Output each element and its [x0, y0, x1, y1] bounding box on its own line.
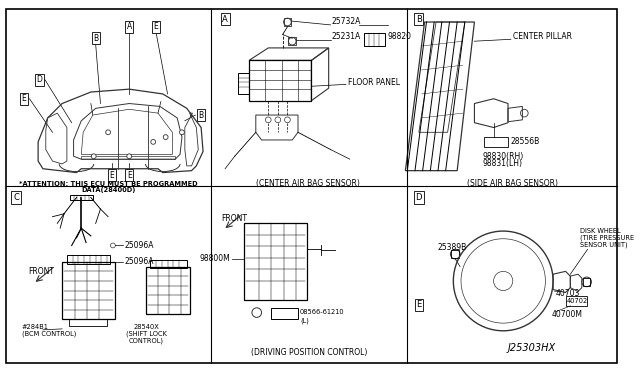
Circle shape: [111, 243, 115, 248]
Bar: [244, 224, 307, 300]
Text: (TIRE PRESSURE: (TIRE PRESSURE: [580, 234, 634, 241]
Text: 40702: 40702: [566, 298, 588, 304]
Text: CENTER PILLAR: CENTER PILLAR: [513, 32, 572, 41]
Text: 28540X: 28540X: [134, 324, 159, 330]
Text: (CENTER AIR BAG SENSOR): (CENTER AIR BAG SENSOR): [255, 179, 360, 188]
Bar: [237, 73, 249, 94]
Text: DATA(28400D): DATA(28400D): [81, 187, 135, 193]
Text: (SIDE AIR BAG SENSOR): (SIDE AIR BAG SENSOR): [467, 179, 558, 188]
Text: 98800M: 98800M: [199, 254, 230, 263]
Text: (SHIFT LOCK: (SHIFT LOCK: [126, 330, 167, 337]
Bar: [67, 255, 110, 264]
Text: 40700M: 40700M: [551, 310, 582, 319]
Circle shape: [106, 130, 111, 135]
Text: 25096A: 25096A: [124, 257, 154, 266]
Bar: [271, 308, 298, 319]
Text: DISK WHEEL: DISK WHEEL: [580, 228, 621, 234]
Text: 25389B: 25389B: [438, 243, 467, 252]
Text: (L): (L): [300, 317, 308, 324]
Bar: [62, 262, 115, 319]
Text: SENSOR UNIT): SENSOR UNIT): [580, 241, 628, 248]
Text: E: E: [127, 171, 132, 180]
Text: (DRIVING POSITION CONTROL): (DRIVING POSITION CONTROL): [252, 348, 368, 357]
Text: J25303HX: J25303HX: [508, 343, 556, 353]
Circle shape: [92, 154, 96, 159]
Text: C: C: [13, 193, 19, 202]
Text: D: D: [415, 193, 422, 202]
Text: E: E: [416, 301, 422, 310]
Circle shape: [180, 130, 184, 135]
Circle shape: [127, 154, 132, 159]
Bar: [289, 37, 296, 45]
Bar: [566, 296, 587, 306]
Circle shape: [163, 135, 168, 140]
Bar: [69, 319, 107, 326]
Text: 25096A: 25096A: [124, 241, 154, 250]
Text: CONTROL): CONTROL): [129, 337, 164, 344]
Text: A: A: [127, 22, 132, 31]
Text: #284B1: #284B1: [22, 324, 49, 330]
Bar: [249, 60, 312, 101]
Bar: [147, 267, 189, 314]
Text: E: E: [154, 22, 159, 31]
Text: D: D: [36, 75, 42, 84]
Text: FRONT: FRONT: [28, 267, 54, 276]
Text: (BCM CONTROL): (BCM CONTROL): [22, 330, 76, 337]
Text: 25231A: 25231A: [332, 32, 361, 41]
Text: E: E: [21, 94, 26, 103]
Text: 98831(LH): 98831(LH): [482, 160, 522, 169]
Text: FRONT: FRONT: [221, 214, 248, 223]
Text: 25732A: 25732A: [332, 17, 361, 26]
Text: 98830(RH): 98830(RH): [482, 152, 524, 161]
Text: 98820: 98820: [387, 32, 411, 41]
Bar: [70, 195, 93, 201]
Text: 08566-61210: 08566-61210: [300, 309, 344, 315]
Text: B: B: [198, 110, 204, 119]
Bar: [364, 33, 385, 46]
Bar: [583, 278, 591, 286]
Bar: [451, 250, 459, 258]
Text: B: B: [93, 34, 98, 43]
Bar: [284, 18, 291, 26]
Text: 28556B: 28556B: [511, 137, 540, 147]
Bar: [150, 260, 187, 267]
Text: B: B: [416, 15, 422, 24]
Text: FLOOR PANEL: FLOOR PANEL: [348, 78, 400, 87]
Bar: [484, 137, 508, 147]
Text: 40703: 40703: [556, 289, 580, 298]
Text: *ATTENTION: THIS ECU MUST BE PROGRAMMED: *ATTENTION: THIS ECU MUST BE PROGRAMMED: [19, 181, 197, 187]
Text: E: E: [109, 171, 115, 180]
Circle shape: [151, 140, 156, 144]
Text: A: A: [222, 15, 228, 24]
